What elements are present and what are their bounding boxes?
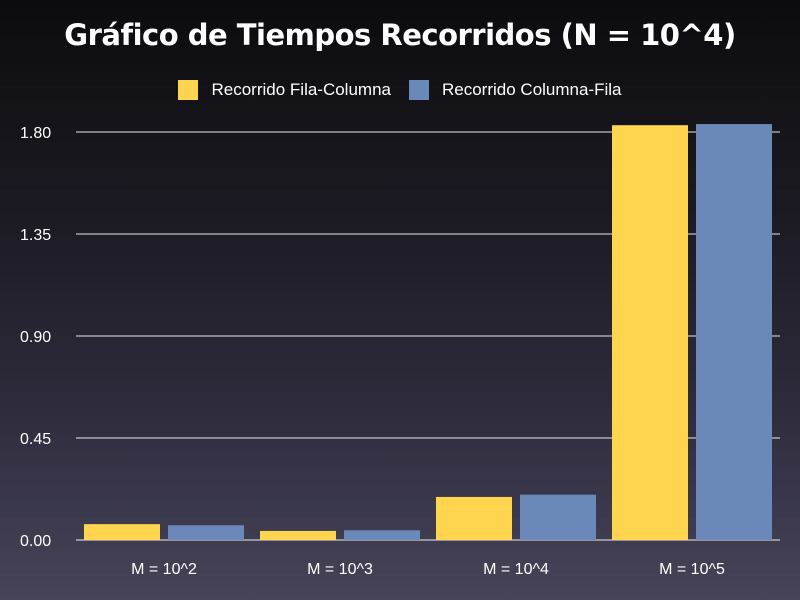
bars-layer [84,124,772,541]
x-tick-label: M = 10^4 [483,561,549,578]
y-tick-label: 0.90 [20,329,51,346]
legend-item-columna-fila[interactable]: Recorrido Columna-Fila [409,80,622,100]
y-tick-label: 0.45 [20,431,51,448]
legend-label-fila-columna: Recorrido Fila-Columna [211,80,391,99]
bar-columna-fila[interactable] [520,494,596,540]
x-tick-label: M = 10^3 [307,561,373,578]
y-tick-label: 1.80 [20,125,51,142]
bar-columna-fila[interactable] [168,525,244,540]
bar-fila-columna[interactable] [260,530,336,540]
bar-columna-fila[interactable] [696,124,772,541]
tick-labels-layer: 0.00 0.45 0.90 1.35 1.80 M = 10^2 M = 10^3 M = … [20,125,725,578]
legend-label-columna-fila: Recorrido Columna-Fila [442,80,622,99]
legend-item-fila-columna[interactable]: Recorrido Fila-Columna [178,80,391,100]
legend: Recorrido Fila-Columna Recorrido Columna… [0,80,800,100]
bar-fila-columna[interactable] [436,496,512,540]
bar-fila-columna[interactable] [84,524,160,540]
y-tick-label: 0.00 [20,533,51,550]
bar-fila-columna[interactable] [612,125,688,540]
legend-swatch-fila-columna [178,80,199,100]
x-tick-label: M = 10^2 [131,561,197,578]
x-tick-label: M = 10^5 [659,561,725,578]
chart-title: Gráfico de Tiempos Recorridos (N = 10^4) [64,18,736,52]
legend-swatch-columna-fila [409,80,429,100]
y-tick-label: 1.35 [20,227,51,244]
bar-columna-fila[interactable] [344,530,420,540]
